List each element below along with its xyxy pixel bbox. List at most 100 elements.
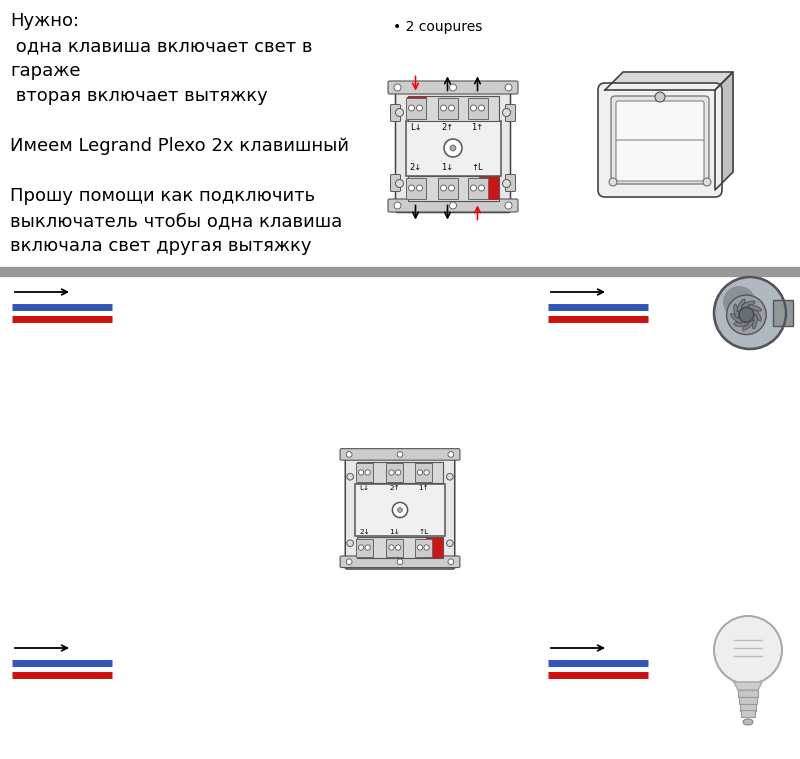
Circle shape <box>346 474 354 480</box>
Circle shape <box>446 474 453 480</box>
Text: L↓: L↓ <box>410 124 422 133</box>
Bar <box>438 178 458 199</box>
Ellipse shape <box>734 304 738 318</box>
Bar <box>386 538 403 556</box>
Polygon shape <box>734 682 762 690</box>
Circle shape <box>365 470 370 475</box>
Circle shape <box>389 470 394 475</box>
Bar <box>774 301 793 326</box>
Polygon shape <box>715 72 733 190</box>
Ellipse shape <box>742 301 755 307</box>
Circle shape <box>448 559 454 565</box>
Text: 1↑: 1↑ <box>418 485 429 491</box>
Circle shape <box>726 295 766 335</box>
Circle shape <box>655 92 665 102</box>
Bar <box>356 538 373 556</box>
Circle shape <box>470 105 477 111</box>
Circle shape <box>478 105 485 111</box>
FancyBboxPatch shape <box>506 175 515 191</box>
Circle shape <box>714 277 786 349</box>
Circle shape <box>389 545 394 550</box>
Bar <box>740 704 756 711</box>
Circle shape <box>418 470 422 475</box>
Bar <box>426 537 443 558</box>
Bar <box>407 96 498 121</box>
Bar <box>406 97 426 118</box>
Bar <box>406 121 501 175</box>
Circle shape <box>739 307 754 322</box>
Circle shape <box>449 185 454 191</box>
Circle shape <box>446 540 453 546</box>
Circle shape <box>358 470 364 475</box>
Bar <box>357 537 443 559</box>
Circle shape <box>505 84 512 91</box>
FancyBboxPatch shape <box>390 105 401 121</box>
Text: ↑L: ↑L <box>418 529 428 534</box>
Circle shape <box>346 540 354 546</box>
Circle shape <box>397 452 403 457</box>
Bar <box>386 464 403 481</box>
Circle shape <box>478 185 485 191</box>
Circle shape <box>450 84 457 91</box>
Text: 2↑: 2↑ <box>442 124 454 133</box>
Circle shape <box>394 84 401 91</box>
Circle shape <box>365 545 370 550</box>
Circle shape <box>502 109 510 116</box>
Ellipse shape <box>743 719 753 725</box>
Bar <box>438 97 458 118</box>
Bar <box>467 178 487 199</box>
Bar <box>407 175 498 200</box>
Circle shape <box>609 178 617 186</box>
Text: 1↓: 1↓ <box>442 163 454 172</box>
Ellipse shape <box>734 322 748 326</box>
Text: 1↓: 1↓ <box>390 529 400 534</box>
Text: L↓: L↓ <box>359 485 370 491</box>
Polygon shape <box>605 72 733 90</box>
Circle shape <box>392 502 408 518</box>
FancyBboxPatch shape <box>346 451 454 569</box>
Bar <box>414 538 432 556</box>
Circle shape <box>450 202 457 209</box>
Bar <box>357 461 443 483</box>
Bar <box>414 464 432 481</box>
Circle shape <box>398 508 402 512</box>
Ellipse shape <box>730 313 742 323</box>
Circle shape <box>417 105 422 111</box>
Circle shape <box>714 616 782 684</box>
Ellipse shape <box>752 315 757 329</box>
Circle shape <box>444 139 462 157</box>
Circle shape <box>409 185 414 191</box>
Circle shape <box>450 145 456 151</box>
Circle shape <box>358 545 364 550</box>
Circle shape <box>346 559 352 565</box>
Circle shape <box>409 105 414 111</box>
Text: 2↑: 2↑ <box>390 485 400 491</box>
FancyBboxPatch shape <box>616 140 704 181</box>
Ellipse shape <box>742 320 754 330</box>
Text: Нужно:
 одна клавиша включает свет в
гараже
 вторая включает вытяжку

Имеем Legr: Нужно: одна клавиша включает свет в гара… <box>10 12 349 255</box>
FancyBboxPatch shape <box>598 83 722 197</box>
FancyBboxPatch shape <box>390 175 401 191</box>
FancyBboxPatch shape <box>616 101 704 142</box>
Circle shape <box>448 452 454 457</box>
Circle shape <box>441 185 446 191</box>
FancyBboxPatch shape <box>388 81 518 94</box>
Circle shape <box>424 470 430 475</box>
Circle shape <box>449 105 454 111</box>
Circle shape <box>395 470 401 475</box>
Bar <box>406 96 426 119</box>
Bar <box>355 484 445 536</box>
Ellipse shape <box>753 308 762 321</box>
Text: • 2 coupures: • 2 coupures <box>393 20 482 34</box>
Ellipse shape <box>748 304 762 311</box>
Circle shape <box>723 286 755 318</box>
Bar <box>356 464 373 481</box>
Circle shape <box>395 179 403 187</box>
FancyBboxPatch shape <box>340 556 460 568</box>
Text: 2↓: 2↓ <box>359 529 370 534</box>
Circle shape <box>418 545 422 550</box>
Circle shape <box>417 185 422 191</box>
Text: 1↑: 1↑ <box>471 124 484 133</box>
Bar <box>741 710 755 717</box>
Circle shape <box>395 545 401 550</box>
